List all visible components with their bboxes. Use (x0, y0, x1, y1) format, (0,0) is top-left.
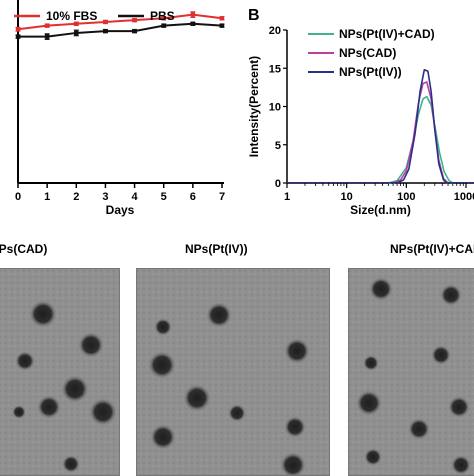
data-point (74, 30, 79, 36)
data-point (219, 16, 225, 21)
data-point (190, 21, 196, 26)
series-line (18, 22, 223, 38)
series-line (17, 13, 223, 31)
legend-label: NPs(Pt(IV)) (339, 65, 402, 79)
series-line (392, 81, 449, 184)
x-tick-label: 100 (397, 191, 415, 203)
y-tick-label: 10 (269, 102, 281, 114)
legend-label: PBS (150, 9, 175, 23)
data-point (219, 23, 225, 28)
x-tick-label: 1000 (454, 191, 474, 203)
tem-image-combo (348, 268, 474, 476)
series-line (388, 95, 454, 184)
data-point (74, 21, 79, 26)
data-point (161, 16, 166, 21)
y-tick-label: 20 (269, 25, 281, 37)
tem-micrograph (137, 269, 329, 475)
x-tick-label: 1 (284, 191, 290, 203)
data-point (103, 19, 108, 25)
y-tick-label: 5 (275, 140, 281, 152)
data-point (132, 17, 137, 23)
x-tick-label: 0 (15, 191, 21, 203)
tem-micrograph (349, 269, 474, 475)
data-point (161, 23, 166, 28)
series-line (396, 69, 448, 184)
data-point (44, 34, 50, 39)
data-point (15, 27, 21, 32)
data-point (103, 28, 108, 34)
data-point (44, 23, 50, 28)
legend-label: 10% FBS (46, 9, 97, 23)
tem-image-pt (136, 268, 330, 476)
x-axis-label: Size(d.nm) (350, 203, 411, 217)
data-point (15, 34, 21, 39)
x-axis-label: Days (106, 203, 135, 217)
data-point (132, 28, 137, 34)
tem-title-pt: NPs(Pt(IV)) (185, 242, 248, 256)
x-tick-label: 7 (219, 191, 225, 203)
x-tick-label: 1 (44, 191, 50, 203)
tem-image-cad (0, 268, 120, 476)
panel-label: B (248, 7, 260, 24)
tem-micrograph (0, 269, 119, 475)
y-tick-label: 0 (275, 178, 281, 190)
data-point (190, 12, 196, 17)
x-tick-label: 3 (102, 191, 108, 203)
legend-label: NPs(CAD) (339, 46, 396, 60)
x-tick-label: 2 (73, 191, 79, 203)
y-tick-label: 15 (269, 63, 281, 75)
x-tick-label: 4 (132, 191, 139, 203)
x-tick-label: 5 (161, 191, 167, 203)
tem-title-combo: NPs(Pt(IV)+CAD) (390, 242, 474, 256)
tem-title-cad: NPs(CAD) (0, 242, 48, 256)
y-axis-label: Intensity(Percent) (247, 56, 261, 157)
x-tick-label: 6 (190, 191, 196, 203)
legend-label: NPs(Pt(IV)+CAD) (339, 27, 435, 41)
x-tick-label: 10 (341, 191, 353, 203)
